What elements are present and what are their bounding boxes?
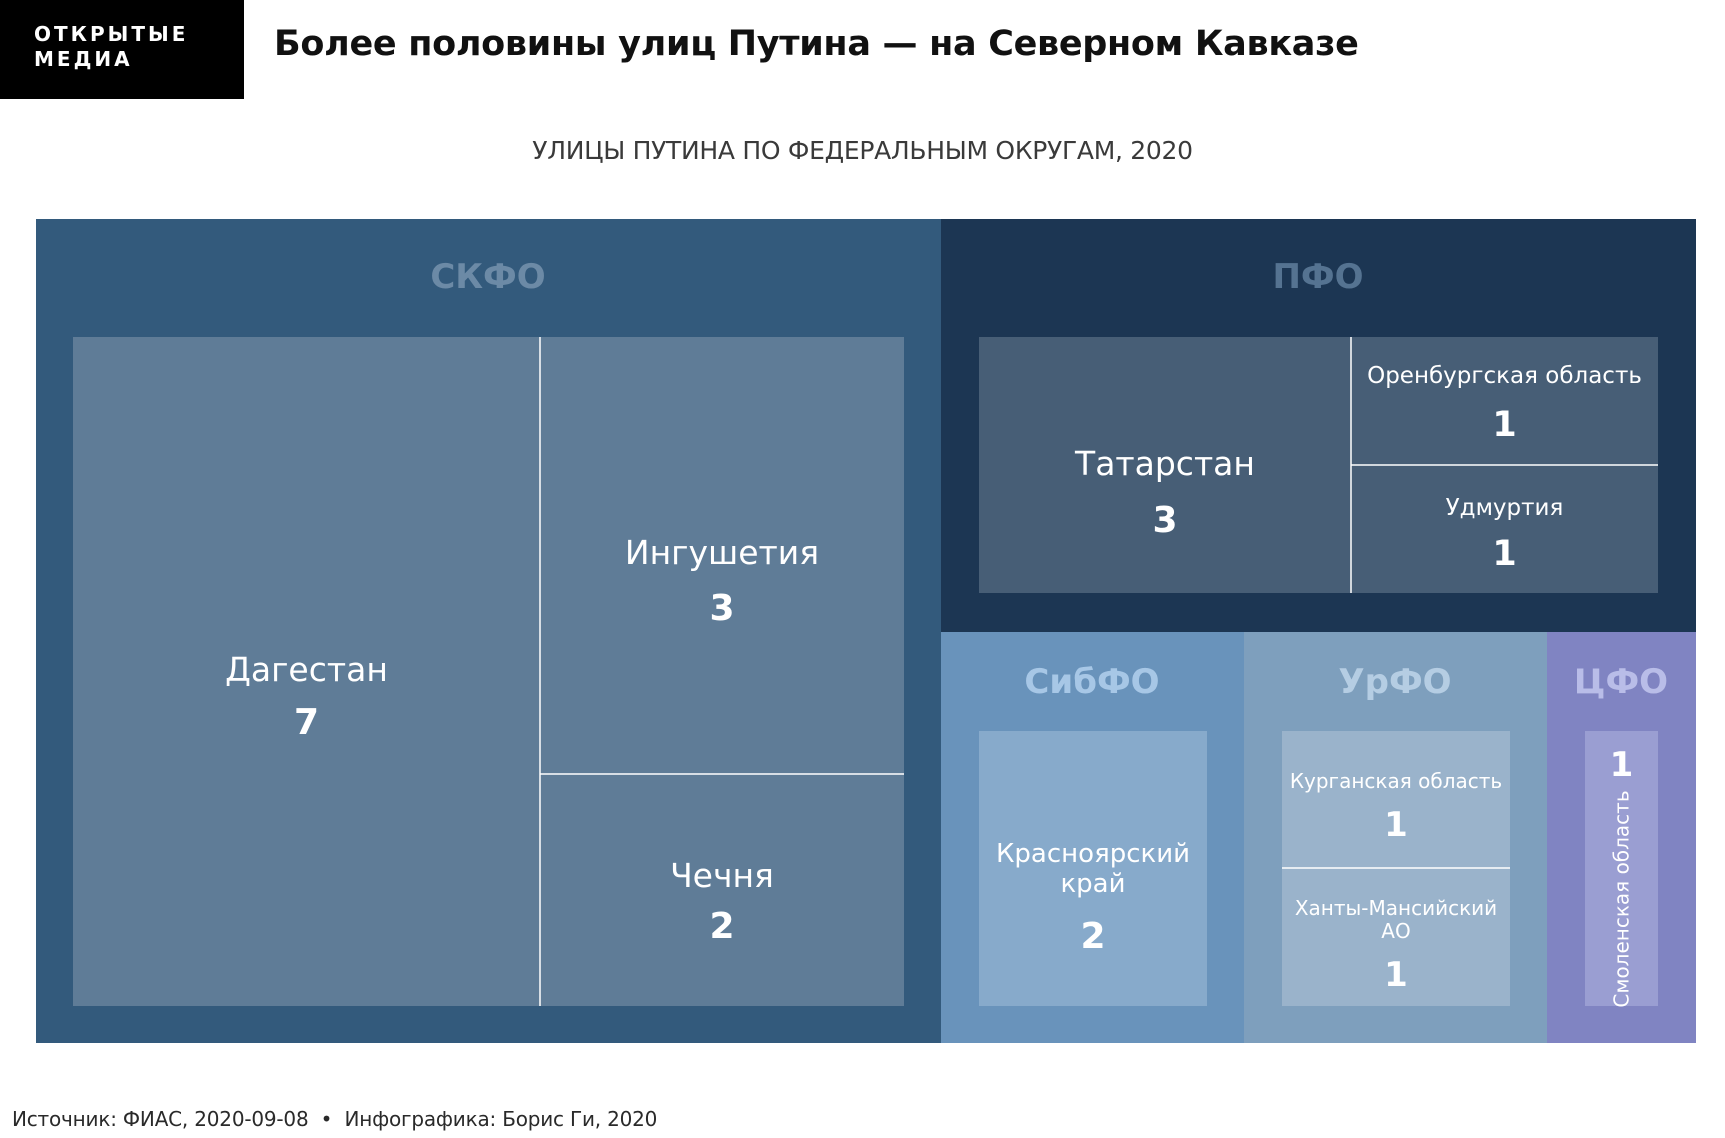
group-label-цфо: ЦФО bbox=[1574, 662, 1668, 702]
leaf-tile-дагестан bbox=[73, 337, 540, 1006]
leaf-tile-удмуртия bbox=[1351, 465, 1658, 593]
leaf-value-красноярский-край: 2 bbox=[1080, 916, 1105, 957]
leaf-value-ханты-мансийский-ао: 1 bbox=[1384, 955, 1408, 995]
leaf-tile-красноярский-край bbox=[979, 731, 1207, 1006]
leaf-value-чечня: 2 bbox=[709, 906, 734, 947]
logo-line-2: МЕДИА bbox=[34, 47, 133, 71]
leaf-label-татарстан: Татарстан bbox=[1074, 444, 1255, 483]
leaf-tile-чечня bbox=[540, 774, 904, 1006]
source-note: Источник: ФИАС, 2020-09-08 • Инфографика… bbox=[12, 1107, 657, 1131]
leaf-tile-ханты-мансийский-ао bbox=[1282, 868, 1510, 1006]
leaf-value-татарстан: 3 bbox=[1152, 500, 1177, 541]
page-headline: Более половины улиц Путина — на Северном… bbox=[274, 24, 1359, 64]
leaf-value-дагестан: 7 bbox=[294, 702, 319, 743]
brand-logo: ОТКРЫТЫЕ МЕДИА bbox=[0, 0, 244, 99]
leaf-tile-ингушетия bbox=[540, 337, 904, 774]
group-label-скфо: СКФО bbox=[430, 257, 545, 297]
source-text: Источник: ФИАС, 2020-09-08 bbox=[12, 1107, 309, 1131]
logo-line-1: ОТКРЫТЫЕ bbox=[34, 22, 189, 46]
leaf-tile-смоленская-область bbox=[1585, 731, 1658, 1006]
leaf-tile-курганская-область bbox=[1282, 731, 1510, 868]
credit-text: Инфографика: Борис Ги, 2020 bbox=[344, 1107, 658, 1131]
footer-separator: • bbox=[320, 1107, 333, 1131]
leaf-value-курганская-область: 1 bbox=[1384, 805, 1408, 845]
group-label-урфо: УрФО bbox=[1338, 662, 1451, 702]
leaf-label-смоленская-область: Смоленская область bbox=[1610, 790, 1634, 1007]
leaf-label-удмуртия: Удмуртия bbox=[1446, 495, 1564, 521]
leaf-value-оренбургская-область: 1 bbox=[1492, 405, 1516, 445]
group-label-пфо: ПФО bbox=[1272, 257, 1363, 297]
leaf-label-оренбургская-область: Оренбургская область bbox=[1367, 363, 1642, 389]
leaf-label-ханты-мансийский-ао-line2: АО bbox=[1381, 919, 1410, 943]
leaf-label-курганская-область: Курганская область bbox=[1290, 769, 1502, 793]
leaf-tile-татарстан bbox=[979, 337, 1351, 593]
group-label-сибфо: СибФО bbox=[1024, 662, 1159, 702]
leaf-label-красноярский-край-line1: Красноярский bbox=[996, 839, 1190, 869]
chart-title: УЛИЦЫ ПУТИНА ПО ФЕДЕРАЛЬНЫМ ОКРУГАМ, 202… bbox=[532, 136, 1193, 165]
leaf-tile-оренбургская-область bbox=[1351, 337, 1658, 465]
leaf-value-ингушетия: 3 bbox=[709, 588, 734, 629]
leaf-label-ингушетия: Ингушетия bbox=[625, 533, 819, 572]
leaf-value-смоленская-область: 1 bbox=[1610, 745, 1634, 785]
leaf-label-красноярский-край-line2: край bbox=[1060, 869, 1125, 899]
leaf-value-удмуртия: 1 bbox=[1492, 534, 1516, 574]
leaf-label-дагестан: Дагестан bbox=[225, 650, 388, 689]
leaf-label-чечня: Чечня bbox=[670, 856, 774, 895]
leaf-label-ханты-мансийский-ао-line1: Ханты-Мансийский bbox=[1295, 896, 1497, 920]
